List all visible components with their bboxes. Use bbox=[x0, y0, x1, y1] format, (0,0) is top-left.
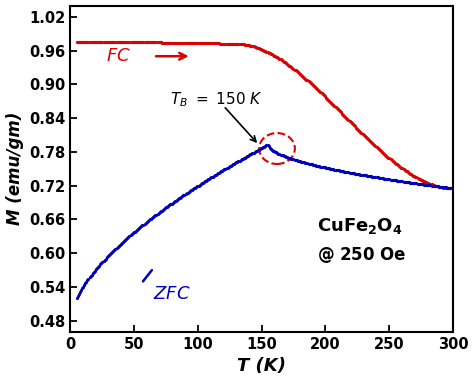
Text: $\it{FC}$: $\it{FC}$ bbox=[106, 47, 131, 65]
Text: $\mathbf{@\ 250\ Oe}$: $\mathbf{@\ 250\ Oe}$ bbox=[317, 245, 405, 265]
Y-axis label: M (emu/gm): M (emu/gm) bbox=[6, 112, 24, 226]
X-axis label: T (K): T (K) bbox=[237, 357, 286, 375]
Text: $\it{ZFC}$: $\it{ZFC}$ bbox=[153, 285, 191, 303]
Text: $\mathit{T}_{\mathit{B}}\ =\ 150\ \mathit{K}$: $\mathit{T}_{\mathit{B}}\ =\ 150\ \mathi… bbox=[170, 91, 263, 109]
Text: $\mathbf{CuFe_2O_4}$: $\mathbf{CuFe_2O_4}$ bbox=[317, 216, 402, 236]
